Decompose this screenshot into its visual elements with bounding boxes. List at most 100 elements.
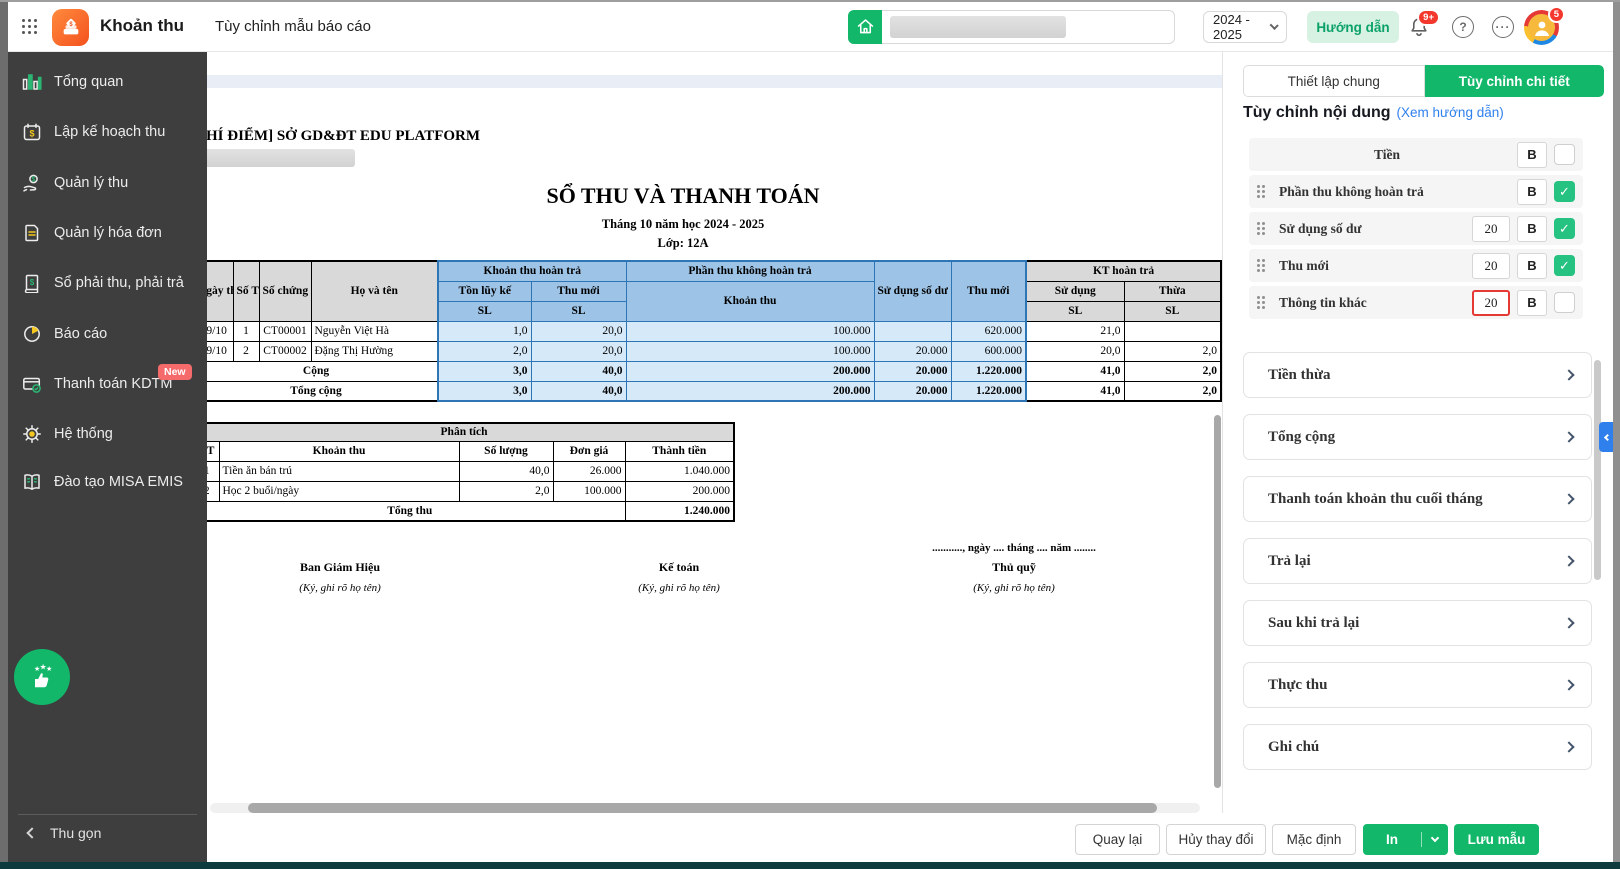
content-row-tien[interactable]: Tiền B ✓: [1249, 138, 1583, 171]
money-stack-icon: $: [63, 18, 78, 34]
drag-handle-icon[interactable]: [1257, 185, 1267, 198]
sidebar-item-dao-tao-misa-emis[interactable]: Đào tạo MISA EMIS: [8, 462, 207, 502]
print-options-caret[interactable]: [1422, 833, 1448, 843]
heading-text: Tùy chỉnh nội dung: [1243, 104, 1391, 121]
horizontal-scrollbar-thumb[interactable]: [248, 803, 1157, 813]
col-header: Sử dụng: [1025, 280, 1125, 302]
content-row-su-dung-so-du[interactable]: Sử dụng số dư B ✓: [1249, 212, 1583, 245]
save-template-button[interactable]: Lưu mẫu: [1454, 824, 1539, 855]
sidebar-item-quan-ly-thu[interactable]: $ Quản lý thu: [8, 163, 207, 203]
content-row-thong-tin-khac[interactable]: Thông tin khác B ✓: [1249, 286, 1583, 319]
help-icon[interactable]: ?: [1452, 16, 1474, 38]
section-tien-thua[interactable]: Tiền thừa: [1243, 352, 1592, 398]
table-row: TT Khoản thu Số lượng Đơn giá Thành tiền: [207, 440, 735, 462]
feedback-button[interactable]: ★ ★ ★: [14, 649, 70, 705]
visibility-checkbox[interactable]: ✓: [1554, 218, 1575, 239]
home-icon[interactable]: [848, 9, 882, 44]
footer-bar: Quay lại Hủy thay đổi Mặc định In Lưu mẫ…: [207, 813, 1613, 862]
drag-handle-icon[interactable]: [1257, 259, 1267, 272]
vertical-scrollbar[interactable]: [1214, 415, 1221, 788]
content-row-phan-thu-khong-hoan-tra[interactable]: Phần thu không hoàn trả B ✓: [1249, 175, 1583, 208]
tab-general-settings[interactable]: Thiết lập chung: [1243, 65, 1425, 97]
report-title: SỔ THU VÀ THANH TOÁN: [546, 183, 820, 208]
app-grid-icon[interactable]: [22, 19, 25, 22]
chevron-right-icon: [1563, 555, 1575, 567]
signature-note: (Ký, ghi rõ họ tên): [973, 582, 1055, 594]
analysis-title: Phân tích: [207, 422, 735, 442]
notification-bell-icon[interactable]: 9+: [1408, 9, 1440, 38]
table-sum-row: Cộng 3,0 40,0 200.000 20.000 1.220.000 4…: [207, 360, 1222, 382]
sidebar-item-tong-quan[interactable]: Tổng quan: [8, 62, 207, 102]
bold-toggle-button[interactable]: B: [1517, 252, 1547, 279]
default-button[interactable]: Mặc định: [1272, 824, 1356, 855]
bold-toggle-button[interactable]: B: [1517, 289, 1547, 316]
report-preview: [THÍ ĐIỂM] SỞ GD&ĐT EDU PLATFORM SỔ THU …: [207, 52, 1222, 813]
print-button[interactable]: In: [1363, 832, 1422, 847]
chevron-right-icon: [1563, 679, 1575, 691]
report-period: Tháng 10 năm học 2024 - 2025: [601, 217, 765, 231]
bold-toggle-button[interactable]: B: [1517, 178, 1547, 205]
visibility-checkbox[interactable]: ✓: [1554, 292, 1575, 313]
group-header: KT hoàn trả: [1025, 260, 1222, 282]
undo-changes-button[interactable]: Hủy thay đổi: [1166, 824, 1266, 855]
sidebar-item-bao-cao[interactable]: Báo cáo: [8, 314, 207, 354]
visibility-checkbox[interactable]: ✓: [1554, 255, 1575, 276]
sidebar-item-quan-ly-hoa-don[interactable]: Quản lý hóa đơn: [8, 213, 207, 253]
horizontal-scrollbar[interactable]: [210, 803, 1200, 813]
user-avatar[interactable]: 5: [1524, 6, 1565, 45]
panel-scrollbar[interactable]: [1594, 360, 1601, 580]
section-tra-lai[interactable]: Trả lại: [1243, 538, 1592, 584]
section-ghi-chu[interactable]: Ghi chú: [1243, 724, 1592, 770]
section-thanh-toan-khoan-thu-cuoi-thang[interactable]: Thanh toán khoản thu cuối tháng: [1243, 476, 1592, 522]
sidebar-item-label: Quản lý hóa đơn: [54, 225, 162, 241]
chevron-left-icon: [26, 827, 38, 839]
sidebar-item-he-thong[interactable]: Hệ thống: [8, 414, 207, 454]
guide-button[interactable]: Hướng dẫn: [1307, 11, 1399, 43]
visibility-checkbox[interactable]: ✓: [1554, 144, 1575, 165]
table-row: 1 Tiền ăn bán trú 40,0 26.000 1.040.000: [207, 460, 735, 482]
sidebar-item-lap-ke-hoach-thu[interactable]: $ Lập kế hoạch thu: [8, 112, 207, 152]
khoan-thu-app-icon[interactable]: $: [52, 9, 89, 46]
col-header: Ngày thu: [207, 260, 234, 322]
school-year-select[interactable]: 2024 - 2025: [1203, 11, 1287, 43]
content-row-thu-moi[interactable]: Thu mới B ✓: [1249, 249, 1583, 282]
sidebar-item-thanh-toan-kdtm[interactable]: Thanh toán KDTM: [8, 364, 207, 404]
signature-date-line: ..........., ngày .... tháng .... năm ..…: [932, 542, 1096, 554]
table-row: SL SL SL SL: [207, 300, 1222, 322]
sidebar-nav: Tổng quan $ Lập kế hoạch thu $: [8, 52, 207, 862]
section-sau-khi-tra-lai[interactable]: Sau khi trả lại: [1243, 600, 1592, 646]
sidebar-item-label: Lập kế hoạch thu: [54, 124, 166, 140]
more-options-icon[interactable]: ···: [1492, 16, 1514, 38]
visibility-checkbox[interactable]: ✓: [1554, 181, 1575, 202]
print-split-button[interactable]: In: [1363, 824, 1448, 855]
column-width-input-highlighted[interactable]: [1472, 289, 1510, 316]
back-button[interactable]: Quay lại: [1075, 824, 1160, 855]
bold-toggle-button[interactable]: B: [1517, 141, 1547, 168]
signature-role: Kế toán: [658, 560, 700, 574]
col-header: Tồn lũy kế: [437, 280, 532, 302]
notification-badge: 9+: [1417, 9, 1440, 27]
panel-collapse-tab[interactable]: [1599, 422, 1613, 452]
section-thuc-thu[interactable]: Thực thu: [1243, 662, 1592, 708]
row-label: Phần thu không hoàn trả: [1279, 183, 1424, 199]
drag-handle-icon[interactable]: [1257, 296, 1267, 309]
collection-table: Ngày thu Số TT Số chứng từ Họ và tên Kho…: [207, 260, 1222, 402]
school-search-input[interactable]: [848, 9, 1175, 44]
col-header: Họ và tên: [310, 260, 439, 322]
view-guide-link[interactable]: (Xem hướng dẫn): [1396, 105, 1504, 120]
pie-chart-icon: [21, 323, 43, 345]
column-width-input[interactable]: [1472, 215, 1510, 242]
avatar-badge: 5: [1547, 6, 1565, 24]
sidebar-item-label: Đào tạo MISA EMIS: [54, 474, 183, 490]
drag-handle-icon[interactable]: [1257, 222, 1267, 235]
column-width-input[interactable]: [1472, 252, 1510, 279]
bold-toggle-button[interactable]: B: [1517, 215, 1547, 242]
col-header: Số TT: [232, 260, 260, 322]
sidebar-item-so-phai-thu-phai-tra[interactable]: $ Sổ phải thu, phải trả: [8, 263, 207, 303]
sidebar-collapse-button[interactable]: Thu gọn: [26, 825, 101, 841]
section-tong-cong[interactable]: Tổng cộng: [1243, 414, 1592, 460]
tab-detail-customize[interactable]: Tùy chỉnh chi tiết: [1424, 65, 1604, 97]
svg-text:$: $: [32, 177, 36, 184]
svg-text:$: $: [29, 129, 34, 139]
